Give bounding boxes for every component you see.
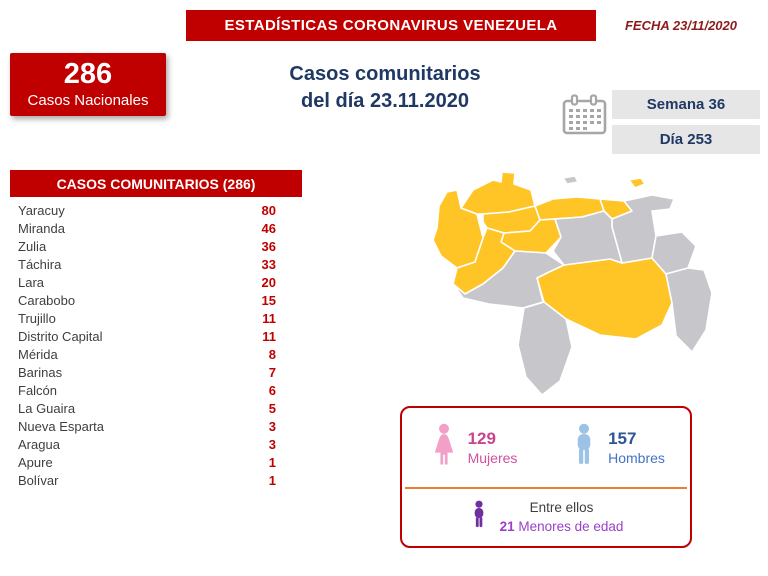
table-row: La Guaira 5 bbox=[10, 399, 302, 417]
state-cases: 6 bbox=[268, 382, 276, 398]
table-row: Trujillo 11 bbox=[10, 309, 302, 327]
table-row: Carabobo 15 bbox=[10, 291, 302, 309]
state-name: Nueva Esparta bbox=[18, 418, 104, 434]
page-title-line1: Casos comunitarios bbox=[289, 63, 481, 85]
national-cases-count: 286 bbox=[63, 58, 113, 90]
state-name: Aragua bbox=[18, 436, 60, 452]
men-label: Hombres bbox=[608, 449, 665, 466]
national-cases-label: Casos Nacionales bbox=[27, 91, 149, 109]
minors-count: 21 bbox=[499, 518, 515, 534]
child-icon bbox=[469, 499, 489, 536]
state-name: Bolívar bbox=[18, 472, 59, 488]
state-name: Distrito Capital bbox=[18, 328, 103, 344]
table-row: Distrito Capital 11 bbox=[10, 327, 302, 345]
table-row: Aragua 3 bbox=[10, 435, 302, 453]
state-cases: 33 bbox=[261, 256, 276, 272]
state-cases: 15 bbox=[261, 292, 276, 308]
national-cases-box: 286 Casos Nacionales bbox=[10, 53, 166, 116]
state-name: Táchira bbox=[18, 256, 62, 272]
state-name: Apure bbox=[18, 454, 53, 470]
page-title: Casos comunitarios del día 23.11.2020 bbox=[222, 61, 548, 115]
map-region-falcon bbox=[460, 171, 536, 215]
man-icon bbox=[571, 423, 597, 472]
state-name: Miranda bbox=[18, 220, 65, 236]
table-row: Barinas 7 bbox=[10, 363, 302, 381]
map-region-esequibo bbox=[665, 267, 713, 353]
state-name: Yaracuy bbox=[18, 202, 65, 218]
table-row: Mérida 8 bbox=[10, 345, 302, 363]
woman-icon bbox=[431, 423, 457, 472]
state-cases: 11 bbox=[262, 328, 276, 344]
banner-title: ESTADÍSTICAS CORONAVIRUS VENEZUELA bbox=[224, 17, 558, 34]
demographics-box: 129 Mujeres 157 Hombres bbox=[400, 406, 692, 548]
calendar-icon bbox=[560, 93, 608, 142]
state-cases: 1 bbox=[268, 454, 276, 470]
table-row: Miranda 46 bbox=[10, 219, 302, 237]
state-cases: 1 bbox=[268, 472, 276, 488]
minors-intro: Entre ellos bbox=[529, 500, 594, 516]
state-name: Mérida bbox=[18, 346, 58, 362]
women-count: 129 bbox=[467, 429, 496, 449]
state-cases: 46 bbox=[261, 220, 276, 236]
state-cases: 3 bbox=[268, 436, 276, 452]
map-region-zulia bbox=[432, 189, 484, 269]
table-row: Lara 20 bbox=[10, 273, 302, 291]
minors-row: Entre ellos 21 Menores de edad bbox=[402, 489, 690, 546]
state-cases: 8 bbox=[268, 346, 276, 362]
map-region-apure bbox=[452, 250, 565, 309]
state-name: Lara bbox=[18, 274, 45, 290]
map-region-amazonas bbox=[517, 301, 573, 396]
women-label: Mujeres bbox=[467, 449, 518, 466]
table-row: Nueva Esparta 3 bbox=[10, 417, 302, 435]
women-group: 129 Mujeres bbox=[402, 423, 546, 472]
venezuela-map bbox=[398, 166, 738, 406]
table-row: Apure 1 bbox=[10, 453, 302, 471]
state-cases: 80 bbox=[261, 202, 276, 218]
state-cases: 36 bbox=[261, 238, 276, 254]
page-title-line2: del día 23.11.2020 bbox=[301, 90, 469, 112]
cases-table-header: CASOS COMUNITARIOS (286) bbox=[10, 170, 302, 197]
state-cases: 11 bbox=[262, 310, 276, 326]
state-name: Trujillo bbox=[18, 310, 56, 326]
minors-label: Menores de edad bbox=[518, 518, 624, 534]
week-badge: Semana 36 bbox=[612, 90, 760, 119]
state-name: Carabobo bbox=[18, 292, 76, 308]
table-row: Yaracuy 80 bbox=[10, 201, 302, 219]
date-label: FECHA 23/11/2020 bbox=[624, 18, 737, 33]
table-row: Zulia 36 bbox=[10, 237, 302, 255]
gender-row: 129 Mujeres 157 Hombres bbox=[402, 408, 690, 487]
men-group: 157 Hombres bbox=[546, 423, 690, 472]
state-name: Falcón bbox=[18, 382, 58, 398]
state-name: Barinas bbox=[18, 364, 63, 380]
state-cases: 20 bbox=[261, 274, 276, 290]
minors-value: 21 Menores de edad bbox=[500, 519, 624, 534]
map-region-islet bbox=[562, 175, 579, 185]
men-count: 157 bbox=[608, 429, 637, 449]
state-cases: 7 bbox=[268, 364, 276, 380]
map-region-guarico bbox=[552, 210, 623, 266]
table-row: Falcón 6 bbox=[10, 381, 302, 399]
table-row: Táchira 33 bbox=[10, 255, 302, 273]
state-name: La Guaira bbox=[18, 400, 76, 416]
state-cases: 3 bbox=[268, 418, 276, 434]
orange-divider bbox=[405, 487, 687, 490]
header-banner: ESTADÍSTICAS CORONAVIRUS VENEZUELA bbox=[186, 10, 596, 41]
state-cases: 5 bbox=[268, 400, 276, 416]
table-row: Bolívar 1 bbox=[10, 471, 302, 489]
state-name: Zulia bbox=[18, 238, 47, 254]
day-badge: Día 253 bbox=[612, 125, 760, 154]
cases-table-body: Yaracuy 80 Miranda 46 Zulia 36 Táchira 3… bbox=[10, 201, 302, 489]
map-region-nueva-esparta bbox=[628, 177, 646, 189]
